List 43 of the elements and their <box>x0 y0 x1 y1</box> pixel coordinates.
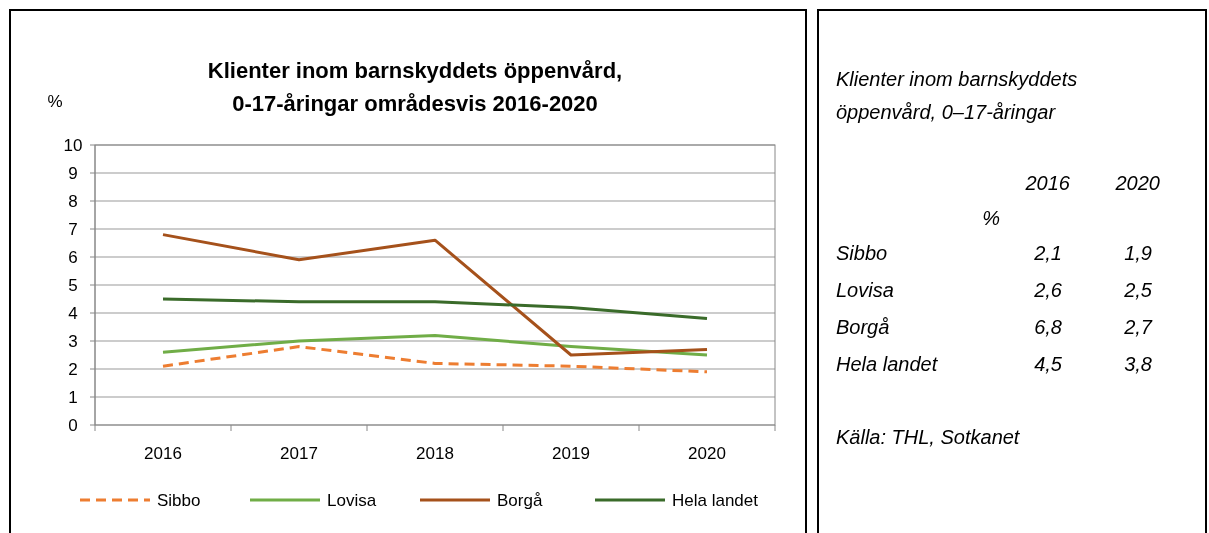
data-label: 4,5 <box>1034 353 1063 375</box>
data-label: 2,7 <box>1123 316 1153 338</box>
data-label: 6,8 <box>1034 316 1062 338</box>
text: 2020 <box>1114 172 1160 194</box>
chart-title: Klienter inom barnskyddets öppenvård, 0-17-åringar områdesvis 2016-2020 <box>207 58 623 116</box>
category-label: Sibbo <box>836 242 888 264</box>
y-tick-label: 10 <box>63 136 83 155</box>
y-tick-label: 8 <box>68 192 78 211</box>
y-tick-label: 9 <box>68 164 78 183</box>
y-axis-title: % <box>47 92 63 111</box>
legend-label: Hela landet <box>672 491 759 510</box>
y-tick-label: 4 <box>68 304 78 323</box>
line-series <box>161 297 709 321</box>
y-tick-label: 0 <box>68 416 78 435</box>
line-series <box>161 233 709 357</box>
line-series <box>161 333 709 357</box>
text: Klienter inom barnskyddets öppenvård, 0–17-åringar <box>836 68 1078 123</box>
data-label: 2,6 <box>1033 279 1063 301</box>
y-tick-label: 3 <box>68 332 78 351</box>
legend-label: Borgå <box>497 491 543 510</box>
category-label: Lovisa <box>836 279 894 301</box>
data-label: 1,9 <box>1124 242 1152 264</box>
x-tick-label: 2019 <box>552 444 590 463</box>
legend-label: Sibbo <box>157 491 201 510</box>
y-tick-label: 6 <box>68 248 78 267</box>
data-label: 2,1 <box>1033 242 1062 264</box>
y-tick-label: 5 <box>68 276 78 295</box>
y-tick-label: 1 <box>68 388 78 407</box>
line-series <box>161 345 709 374</box>
data-label: 2,5 <box>1123 279 1153 301</box>
text: Källa: THL, Sotkanet <box>836 426 1021 448</box>
x-tick-label: 2020 <box>688 444 726 463</box>
legend-label: Lovisa <box>327 491 377 510</box>
category-label: Borgå <box>836 316 890 338</box>
x-tick-label: 2016 <box>144 444 182 463</box>
x-tick-label: 2018 <box>416 444 454 463</box>
data-label: 3,8 <box>1124 353 1152 375</box>
text: 2016 <box>1024 172 1071 194</box>
x-tick-label: 2017 <box>280 444 318 463</box>
y-tick-label: 2 <box>68 360 78 379</box>
y-tick-label: 7 <box>68 220 78 239</box>
text: % <box>982 207 1000 229</box>
category-label: Hela landet <box>836 353 939 375</box>
